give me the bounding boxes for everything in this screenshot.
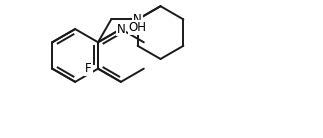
Text: F: F xyxy=(85,62,92,75)
Text: N: N xyxy=(117,22,125,36)
Text: OH: OH xyxy=(129,21,147,34)
Text: N: N xyxy=(133,13,142,26)
